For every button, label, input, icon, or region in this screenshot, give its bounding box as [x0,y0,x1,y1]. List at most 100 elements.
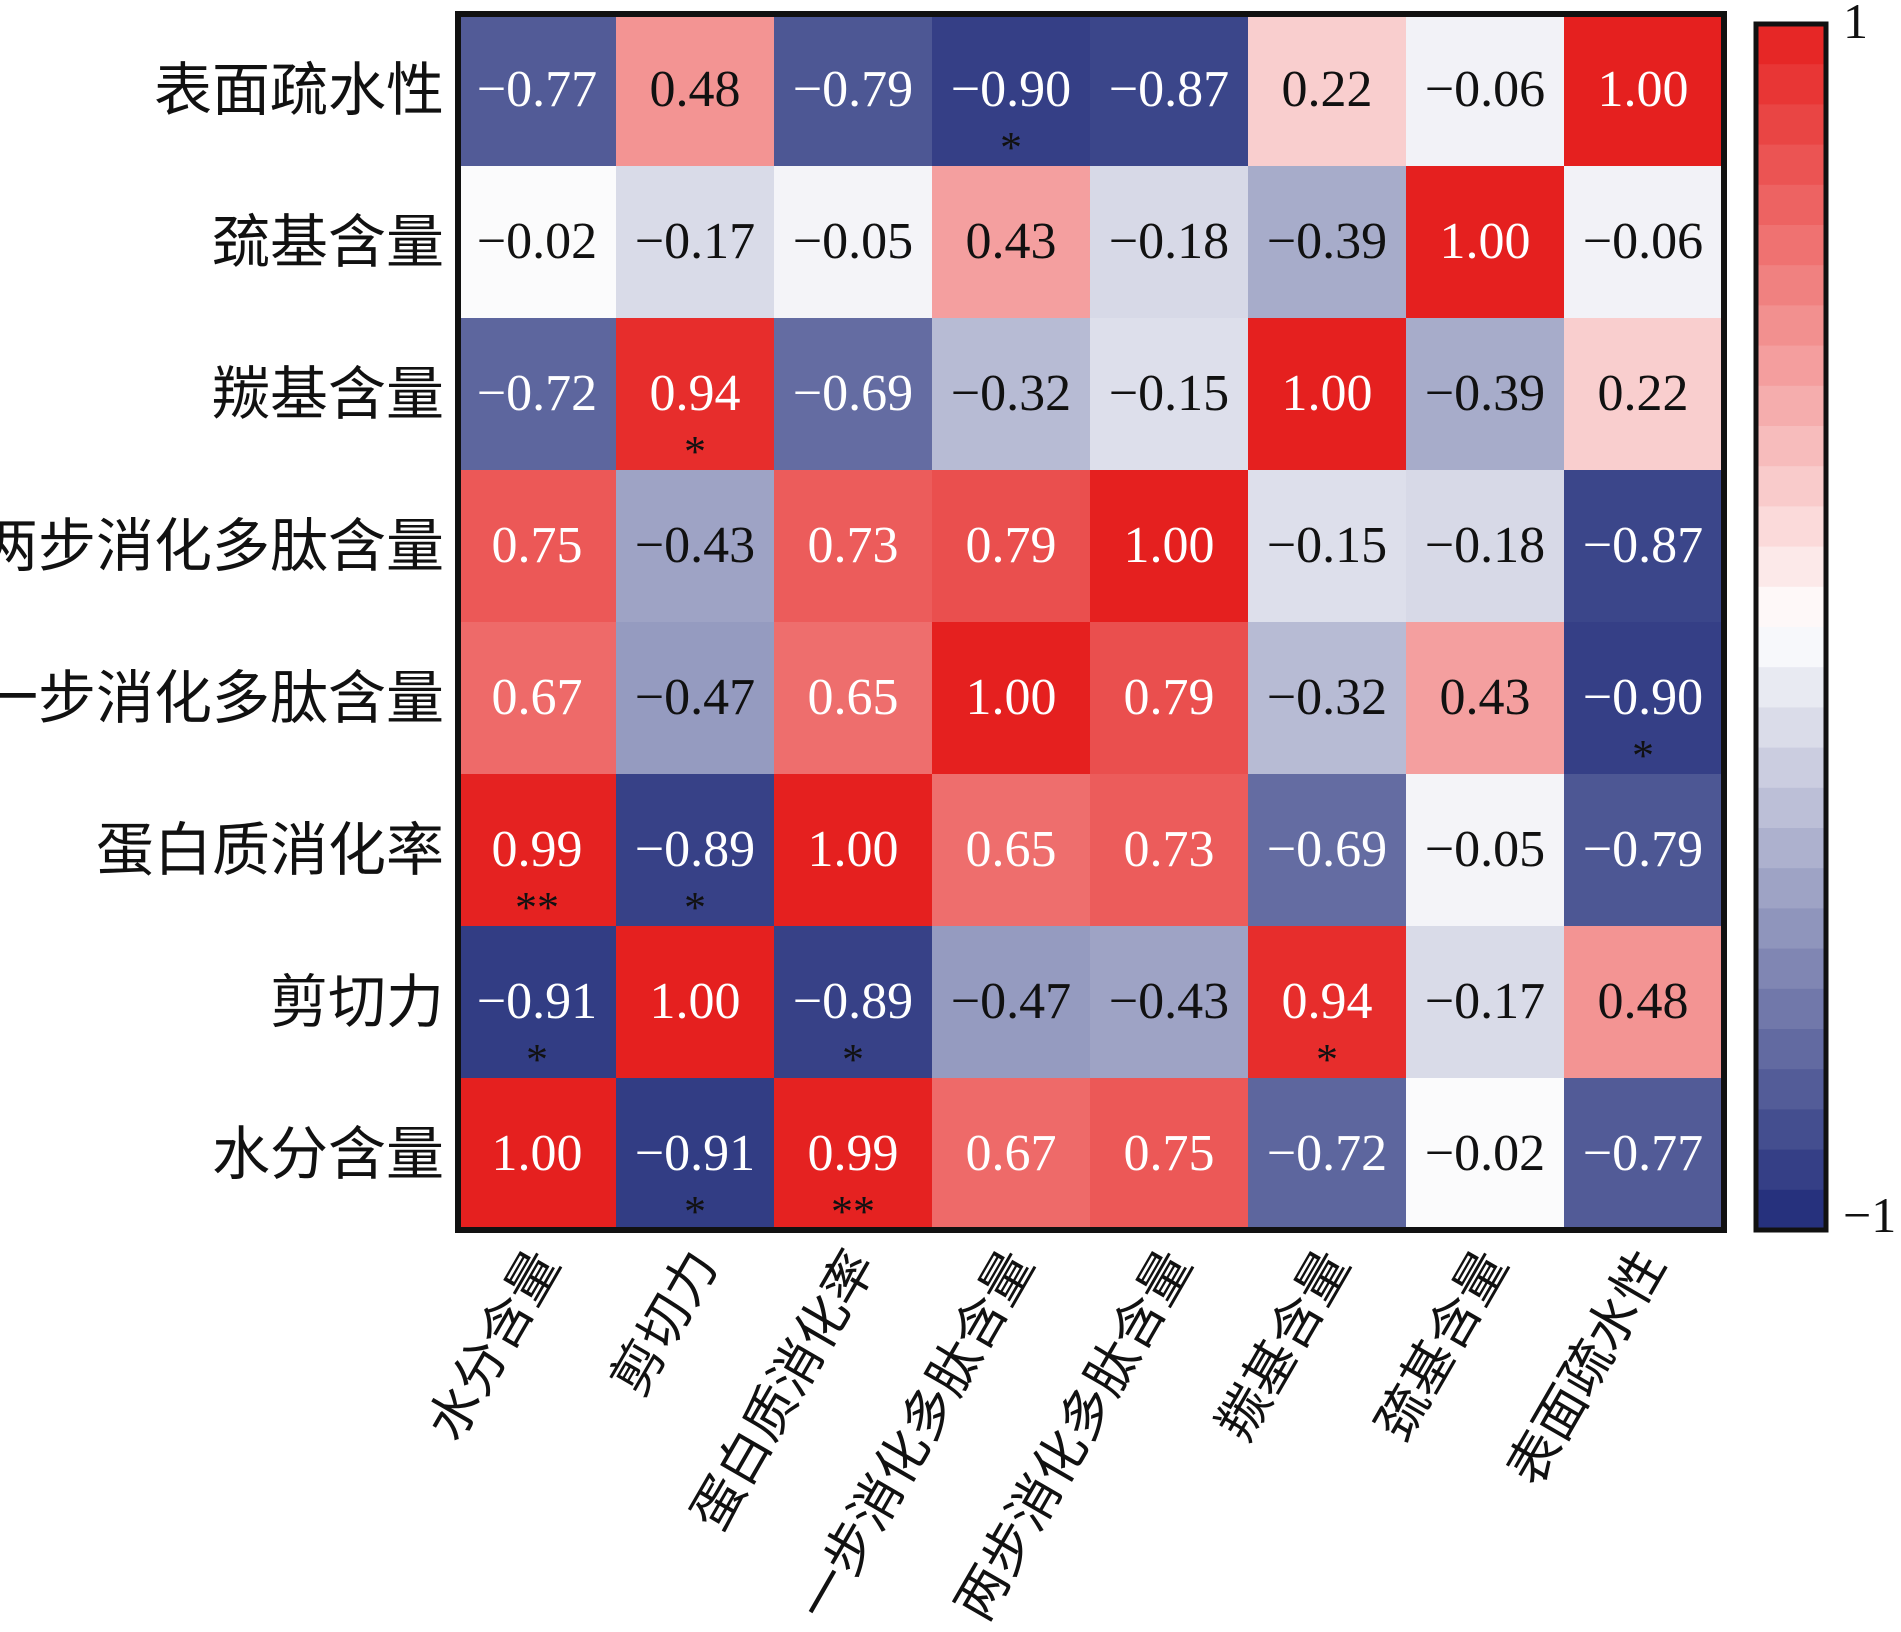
heatmap-cell [1248,926,1407,1079]
heatmap-cell [774,318,933,471]
cell-value-label: 0.22 [1282,61,1373,118]
heatmap-cell [1248,1078,1407,1231]
heatmap-cell [1564,318,1723,471]
heatmap-value-labels: −0.77 0.48 −0.79 −0.90 −0.87 0.22 −0.06 1.00 −0.… [477,61,1703,1182]
cell-value-label: −0.89 [793,973,913,1030]
cell-value-label: 0.65 [966,821,1057,878]
heatmap-cell [1564,470,1723,623]
cell-value-label: −0.90 [1583,669,1703,726]
colorbar-step [1756,868,1826,909]
cell-value-label: 1.00 [966,669,1057,726]
heatmap-cell [932,622,1091,775]
heatmap-cell [1564,622,1723,775]
colorbar-step [1756,345,1826,387]
cell-value-label: 0.43 [966,213,1057,270]
cell-value-label: 0.48 [1598,973,1689,1030]
significance-mark: * [684,883,706,932]
cell-value-label: 0.73 [1124,821,1215,878]
cell-value-label: −0.18 [1109,213,1229,270]
heatmap-cell [1090,470,1249,623]
cell-value-label: 0.99 [492,821,583,878]
heatmap-cell [1090,1078,1249,1231]
heatmap-cell [1090,926,1249,1079]
colorbar-step [1756,627,1826,668]
heatmap-cell [1406,622,1565,775]
cell-value-label: −0.02 [1425,1125,1545,1182]
heatmap-cell [458,318,617,471]
colorbar-step [1756,546,1826,588]
heatmap-cell [1090,774,1249,927]
y-axis-label: 表面疏水性 [154,56,444,124]
cell-value-label: 0.99 [808,1125,899,1182]
x-axis-label: 水分含量 [416,1241,572,1451]
significance-mark: * [1316,1035,1338,1084]
heatmap-cell [1564,926,1723,1079]
cell-value-label: −0.32 [1267,669,1387,726]
heatmap-cell [932,470,1091,623]
x-axis-label: 羰基含量 [1206,1241,1362,1451]
cell-value-label: −0.15 [1267,517,1387,574]
cell-value-label: −0.47 [635,669,755,726]
cell-value-label: 1.00 [1440,213,1531,270]
x-axis-label: 巯基含量 [1364,1241,1520,1451]
cell-value-label: 0.79 [966,517,1057,574]
cell-value-label: −0.32 [951,365,1071,422]
heatmap-cell [1406,470,1565,623]
heatmap-cell [1248,14,1407,167]
y-axis-label: 羰基含量 [212,360,444,428]
heatmap-cell [1406,774,1565,927]
heatmap-cell [1090,318,1249,471]
significance-mark: ** [515,883,559,932]
heatmap-cell [774,774,933,927]
heatmap-cell [458,774,617,927]
cell-value-label: −0.77 [1583,1125,1703,1182]
heatmap-cell [1406,926,1565,1079]
significance-mark: * [684,427,706,476]
colorbar-max-label: 1 [1843,0,1868,49]
cell-value-label: −0.05 [1425,821,1545,878]
colorbar-step [1756,707,1826,749]
cell-value-label: −0.15 [1109,365,1229,422]
colorbar-step [1756,747,1826,789]
heatmap-cell [1248,470,1407,623]
cell-value-label: 1.00 [1282,365,1373,422]
colorbar-min-label: −1 [1843,1187,1896,1243]
colorbar-step [1756,948,1826,990]
cell-value-label: −0.47 [951,973,1071,1030]
colorbar-step [1756,385,1826,427]
cell-value-label: −0.05 [793,213,913,270]
colorbar-step [1756,1149,1826,1191]
heatmap-cell [458,926,617,1079]
heatmap-cell [932,318,1091,471]
heatmap-cell [1564,774,1723,927]
heatmap-cell [616,470,775,623]
cell-value-label: 1.00 [650,973,741,1030]
x-axis-label: 表面疏水性 [1496,1241,1678,1496]
heatmap-cell [1248,318,1407,471]
cell-value-label: 0.75 [1124,1125,1215,1182]
colorbar-step [1756,144,1826,186]
cell-value-label: −0.79 [793,61,913,118]
colorbar-step [1756,64,1826,105]
heatmap-cell [616,622,775,775]
significance-mark: * [842,1035,864,1084]
cell-value-label: 0.48 [650,61,741,118]
cell-value-label: 0.94 [1282,973,1373,1030]
heatmap-cells [458,14,1723,1231]
cell-value-label: −0.43 [635,517,755,574]
colorbar-step [1756,908,1826,950]
colorbar-step [1756,586,1826,628]
cell-value-label: −0.17 [1425,973,1545,1030]
colorbar-step [1756,104,1826,146]
cell-value-label: −0.39 [1267,213,1387,270]
cell-value-label: 0.22 [1598,365,1689,422]
significance-mark: * [526,1035,548,1084]
cell-value-label: −0.72 [1267,1125,1387,1182]
colorbar-step [1756,988,1826,1030]
colorbar-step [1756,1069,1826,1110]
heatmap-cell [1564,14,1723,167]
cell-value-label: 1.00 [1124,517,1215,574]
heatmap-cell [774,926,933,1079]
cell-value-label: −0.39 [1425,365,1545,422]
heatmap-cell [932,926,1091,1079]
